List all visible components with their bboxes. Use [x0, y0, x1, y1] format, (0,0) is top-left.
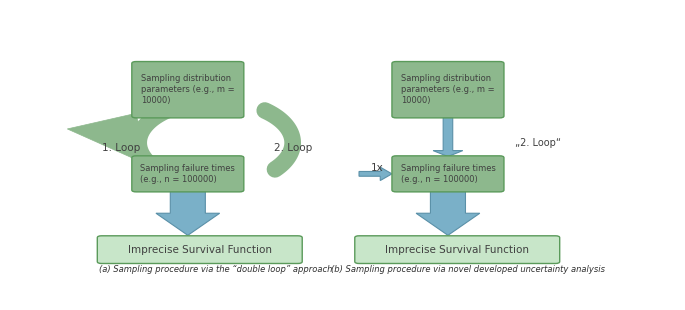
Text: Imprecise Survival Function: Imprecise Survival Function: [128, 245, 272, 255]
Polygon shape: [67, 113, 153, 167]
FancyBboxPatch shape: [97, 236, 302, 264]
FancyBboxPatch shape: [392, 62, 504, 118]
Polygon shape: [156, 191, 220, 235]
FancyBboxPatch shape: [392, 156, 504, 192]
Text: Sampling failure times
(e.g., n = 100000): Sampling failure times (e.g., n = 100000…: [401, 164, 495, 184]
Text: 1. Loop: 1. Loop: [101, 143, 140, 153]
Polygon shape: [359, 167, 392, 180]
Text: 1x: 1x: [371, 163, 384, 173]
FancyBboxPatch shape: [132, 62, 244, 118]
Polygon shape: [416, 191, 480, 235]
Text: Sampling distribution
parameters (e.g., m =
10000): Sampling distribution parameters (e.g., …: [141, 74, 235, 105]
FancyBboxPatch shape: [132, 156, 244, 192]
Text: (b) Sampling procedure via novel developed uncertainty analysis: (b) Sampling procedure via novel develop…: [331, 264, 605, 273]
FancyBboxPatch shape: [355, 236, 560, 264]
Text: „2. Loop“: „2. Loop“: [514, 139, 560, 148]
Text: Sampling distribution
parameters (e.g., m =
10000): Sampling distribution parameters (e.g., …: [401, 74, 495, 105]
Text: Imprecise Survival Function: Imprecise Survival Function: [385, 245, 530, 255]
Polygon shape: [433, 117, 463, 157]
Text: 2. Loop: 2. Loop: [274, 143, 312, 153]
Text: (a) Sampling procedure via the “double loop” approach: (a) Sampling procedure via the “double l…: [99, 264, 332, 273]
Text: Sampling failure times
(e.g., n = 100000): Sampling failure times (e.g., n = 100000…: [140, 164, 235, 184]
Polygon shape: [275, 163, 287, 169]
